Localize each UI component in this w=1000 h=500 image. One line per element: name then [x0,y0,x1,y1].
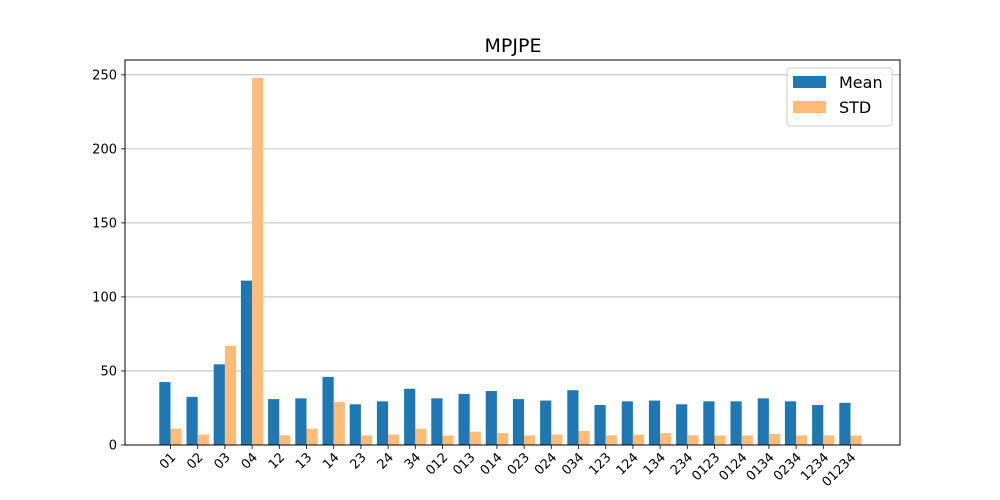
bar-mean-034 [567,390,579,445]
bar-mean-234 [676,404,688,445]
bar-mean-34 [404,388,416,445]
y-tick-label: 50 [100,364,117,379]
bar-std-0124 [741,435,753,445]
legend-label-std: STD [839,98,871,117]
bar-std-023 [524,435,536,445]
y-tick-label: 200 [92,142,117,157]
bar-std-01 [170,428,182,445]
bar-mean-24 [376,401,389,445]
bar-std-123 [605,435,617,445]
bar-mean-0123 [703,401,715,445]
bar-std-0134 [768,433,781,445]
bar-mean-03 [213,364,225,445]
bar-mean-12 [268,399,280,445]
bar-std-02 [197,434,209,445]
bar-std-03 [224,345,237,445]
bar-std-1234 [823,435,835,445]
bar-mean-0234 [784,401,797,445]
bar-std-012 [442,435,454,445]
bar-std-013 [469,431,481,445]
bar-mean-124 [621,401,633,445]
bar-std-12 [279,435,291,445]
bar-mean-02 [186,396,198,445]
bar-mean-0134 [757,398,769,445]
chart-title: MPJPE [485,35,542,57]
bar-mean-123 [594,405,606,445]
bar-std-01234 [850,435,862,445]
bar-mean-024 [540,400,552,445]
bar-std-234 [687,435,699,445]
bar-std-34 [415,428,427,445]
y-tick-label: 150 [92,216,117,231]
bar-mean-134 [648,400,661,445]
legend-swatch-mean [793,76,826,88]
bar-std-124 [632,434,645,445]
plot-frame [124,59,901,446]
bar-mean-23 [349,404,361,445]
bar-std-0234 [796,435,808,445]
bars [159,77,862,446]
legend: Mean STD [786,67,893,127]
bar-mean-023 [512,399,525,445]
bar-mean-0124 [730,401,742,445]
bar-std-13 [306,428,318,445]
bar-std-134 [660,433,672,445]
bar-std-04 [252,77,264,446]
y-axis: 0 50 100 150 200 250 [92,68,125,454]
bar-std-0123 [714,435,726,445]
bar-mean-04 [240,280,253,445]
legend-swatch-std [793,101,826,113]
bar-std-23 [360,435,373,445]
y-tick-label: 0 [109,439,117,454]
bar-std-14 [333,402,345,445]
bar-mean-012 [431,398,443,445]
bar-mean-14 [322,376,334,445]
legend-label-mean: Mean [839,73,883,92]
bar-std-034 [578,430,590,445]
y-tick-label: 250 [92,68,117,83]
bar-mean-013 [458,393,470,445]
bar-mean-014 [485,390,497,445]
bar-mean-13 [295,398,307,445]
bar-std-014 [496,433,509,445]
bar-std-024 [551,434,563,445]
bar-mean-01234 [839,402,851,445]
y-tick-label: 100 [92,290,117,305]
bar-mean-1234 [812,405,824,445]
bar-std-24 [388,434,400,445]
bar-mean-01 [159,382,171,445]
